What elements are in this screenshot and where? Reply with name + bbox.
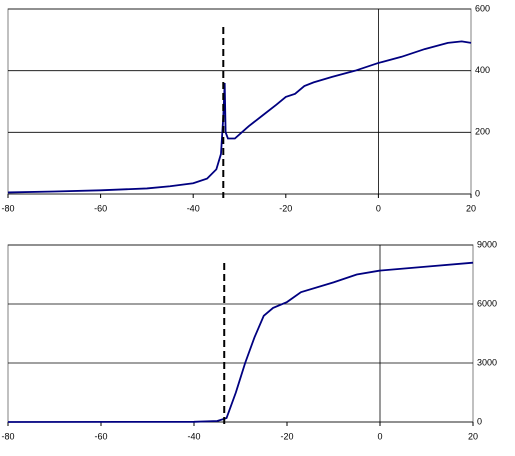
y-tick-label: 600 [475, 3, 490, 13]
x-tick-label: 20 [468, 431, 478, 441]
data-line [7, 261, 474, 423]
x-tick-label: -40 [187, 203, 200, 213]
x-tick-label: -20 [279, 203, 292, 213]
y-tick-label: 200 [475, 127, 490, 137]
data-line [7, 40, 472, 194]
x-tick-label: 0 [376, 203, 381, 213]
y-tick-label: 3000 [477, 357, 497, 367]
x-tick-label: 20 [466, 203, 476, 213]
x-tick-label: -60 [94, 203, 107, 213]
y-tick-label: 0 [477, 416, 482, 426]
y-tick-label: 6000 [477, 298, 497, 308]
y-tick-label: 9000 [477, 239, 497, 249]
plot-frame [7, 244, 474, 423]
y-tick-label: 0 [475, 188, 480, 198]
x-tick-label: -60 [94, 431, 107, 441]
x-tick-label: -40 [187, 431, 200, 441]
x-tick-label: -80 [1, 431, 14, 441]
x-tick-label: -20 [280, 431, 293, 441]
y-tick-label: 400 [475, 65, 490, 75]
x-tick-label: -80 [1, 203, 14, 213]
x-tick-label: 0 [377, 431, 382, 441]
plot-frame [7, 8, 472, 195]
